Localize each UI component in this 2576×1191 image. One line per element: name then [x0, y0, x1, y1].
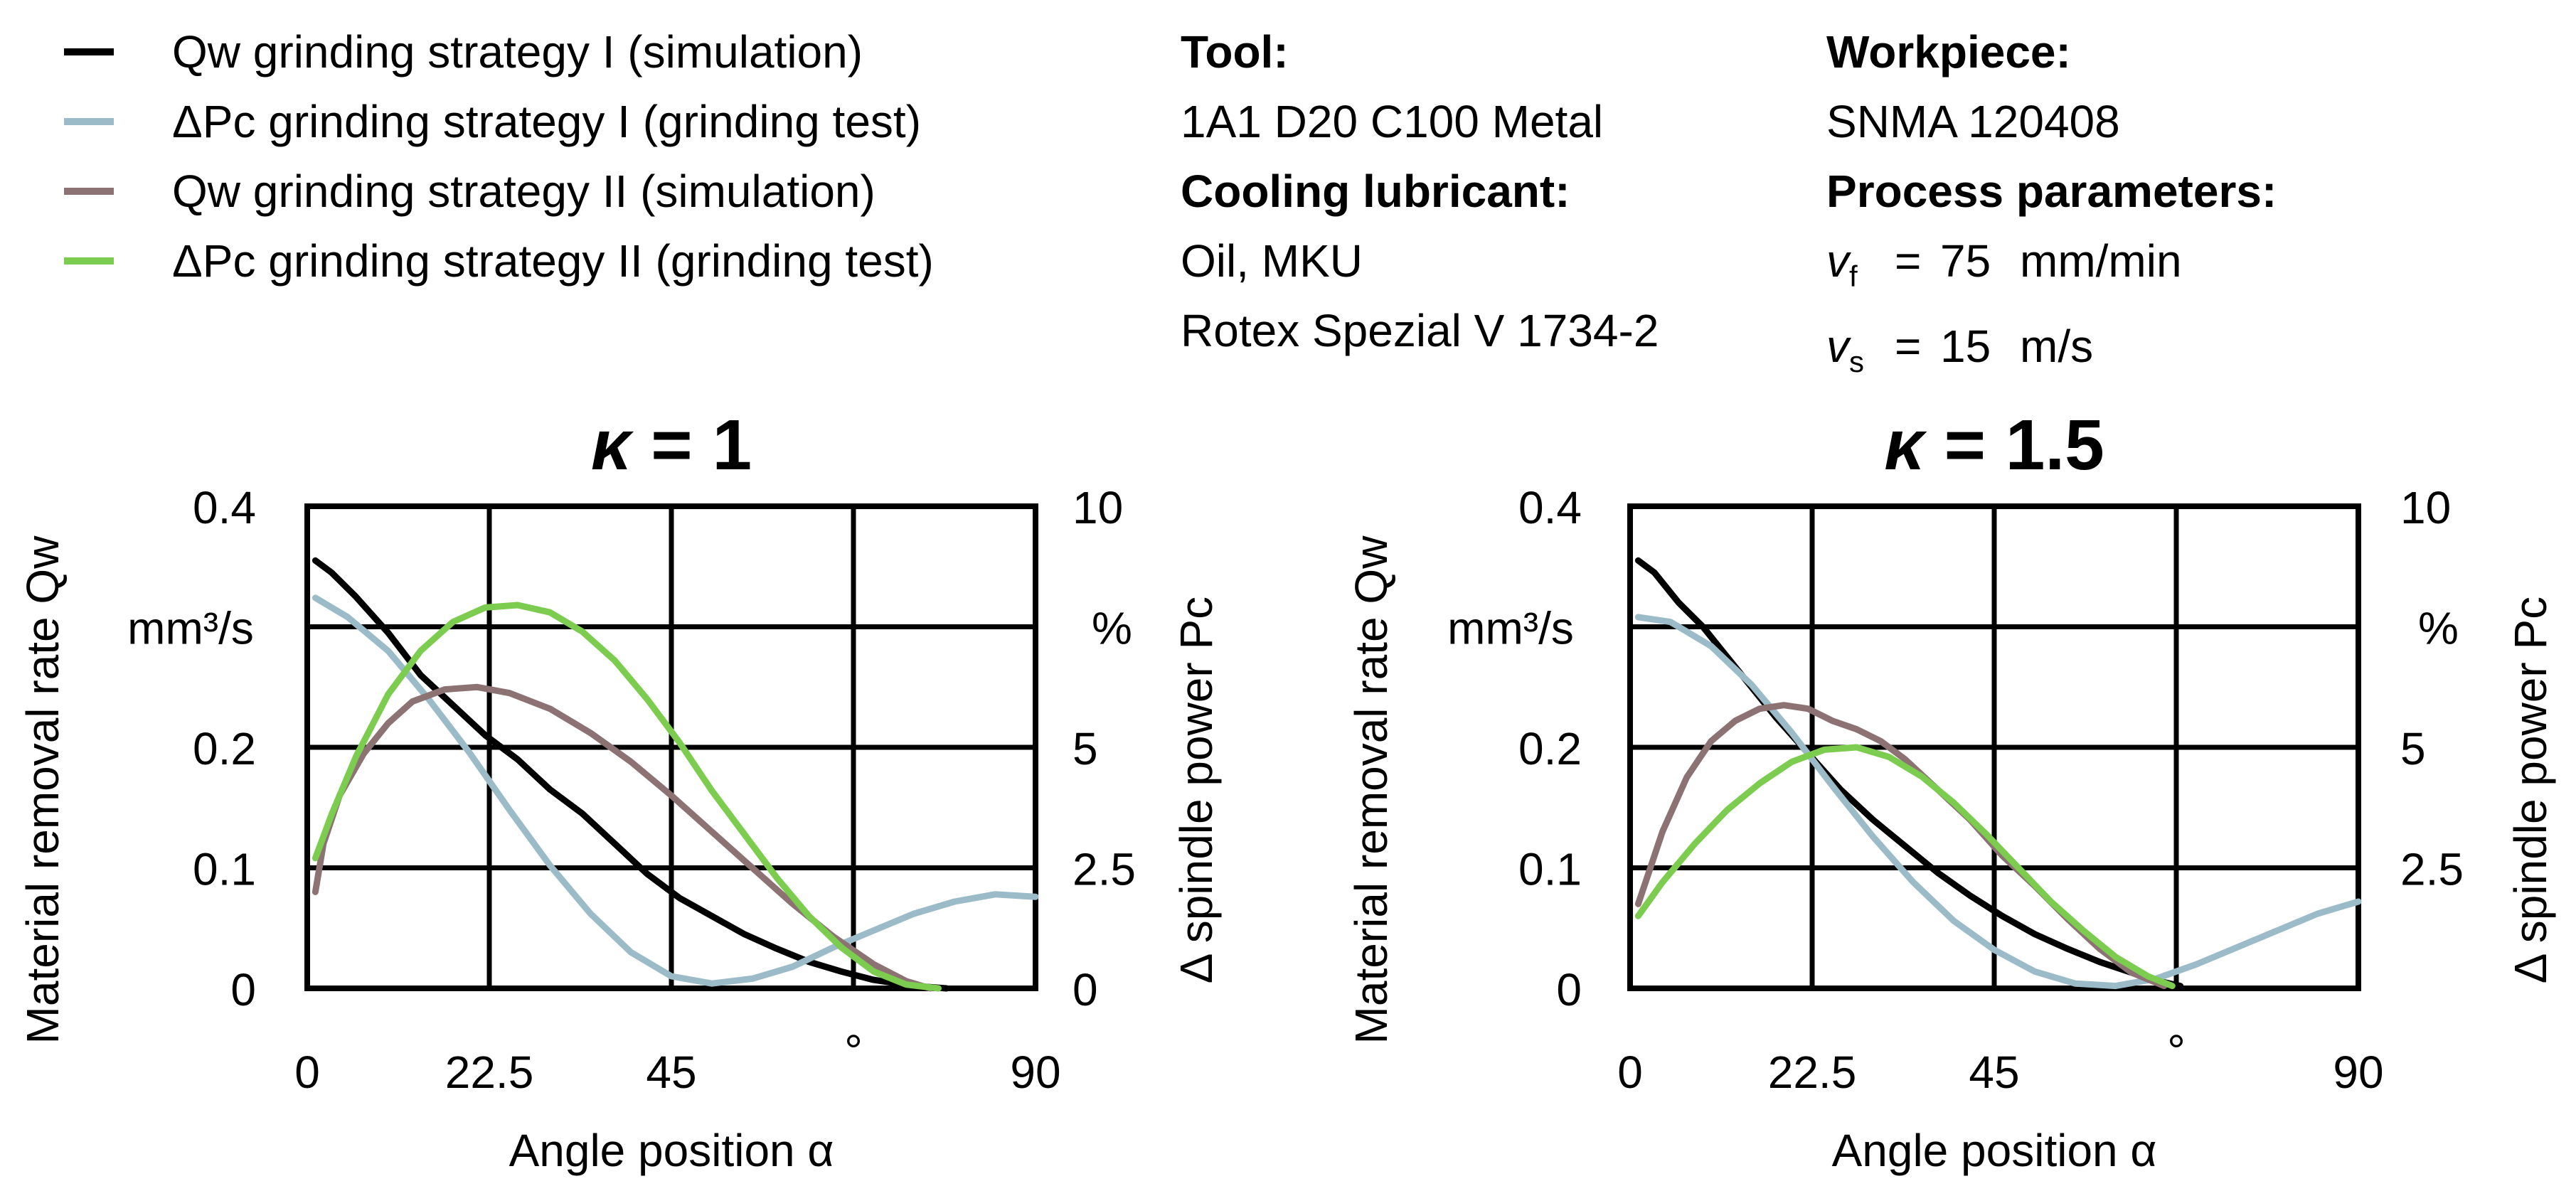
tool-heading: Tool: — [1181, 26, 1289, 78]
y2-axis-label: Δ spindle power Pc — [2505, 597, 2556, 983]
y-tick-label: 0.1 — [193, 844, 256, 895]
y2-unit-label: % — [2418, 603, 2459, 654]
x-tick-label: 90 — [1010, 1047, 1060, 1098]
param-symbol: vf — [1826, 235, 1858, 293]
y2-tick-label: 0 — [1073, 964, 1098, 1015]
legend-swatch — [64, 257, 114, 265]
y-unit-label: mm³/s — [1447, 603, 1574, 654]
series-line-4 — [312, 602, 942, 992]
y2-tick-label: 2.5 — [1073, 844, 1136, 895]
workpiece-heading: Workpiece: — [1826, 26, 2071, 78]
param-unit: mm/min — [2020, 235, 2182, 287]
x-unit-label: ° — [2167, 1025, 2186, 1077]
param-value: 15 — [1940, 320, 1991, 372]
series-line-1 — [1634, 557, 2184, 990]
process-heading: Process parameters: — [1826, 166, 2277, 217]
plot-frame — [304, 503, 1038, 991]
param-unit: m/s — [2020, 320, 2094, 372]
x-tick-label: 45 — [1969, 1047, 2019, 1098]
series-line-1 — [312, 557, 950, 992]
y2-tick-label: 2.5 — [2400, 844, 2464, 895]
x-tick-label: 22.5 — [445, 1047, 534, 1098]
y-axis-label: Material removal rate Qw — [17, 535, 68, 1045]
legend-item: ΔPc grinding strategy II (grinding test) — [64, 226, 934, 296]
param-feed-rate: vf = 75 mm/min — [1826, 226, 2277, 311]
workpiece-info: Workpiece: SNMA 120408 Process parameter… — [1826, 17, 2277, 397]
y2-tick-label: 5 — [2400, 723, 2426, 774]
legend-swatch — [64, 188, 114, 195]
y-tick-label: 0.4 — [1518, 482, 1582, 533]
legend-swatch — [64, 48, 114, 55]
y-axis-label: Material removal rate Qw — [1346, 535, 1397, 1045]
y-tick-label: 0.4 — [193, 482, 256, 533]
y2-tick-label: 5 — [1073, 723, 1098, 774]
chart-2: κ = 1.5 0 22.5 45 90 ° 0 0.1 0.2 0.4 mm³/s 2.5 5 10% A… — [1346, 405, 2556, 1176]
param-value: 75 — [1940, 235, 1991, 287]
legend-label: Qw grinding strategy II (simulation) — [172, 166, 875, 217]
y2-unit-label: % — [1092, 603, 1132, 654]
legend-label: ΔPc grinding strategy II (grinding test) — [172, 235, 934, 287]
series-line-2 — [312, 594, 1039, 987]
y-tick-label: 0.2 — [1518, 723, 1582, 774]
chart-title: κ = 1 — [591, 405, 752, 485]
y-tick-label: 0.1 — [1518, 844, 1582, 895]
y2-axis-label: Δ spindle power Pc — [1171, 597, 1222, 983]
x-tick-label: 0 — [1617, 1047, 1643, 1098]
x-unit-label: ° — [844, 1025, 863, 1077]
legend-swatch — [64, 118, 114, 125]
legend: Qw grinding strategy I (simulation) ΔPc … — [64, 17, 934, 296]
tool-info: Tool: 1A1 D20 C100 Metal Cooling lubrica… — [1181, 17, 1659, 365]
legend-label: Qw grinding strategy I (simulation) — [172, 26, 863, 78]
y-tick-label: 0.2 — [193, 723, 256, 774]
legend-label: ΔPc grinding strategy I (grinding test) — [172, 96, 921, 147]
workpiece-value: SNMA 120408 — [1826, 96, 2120, 147]
x-tick-label: 22.5 — [1768, 1047, 1857, 1098]
tool-value: 1A1 D20 C100 Metal — [1181, 96, 1604, 147]
y-tick-label: 0 — [1556, 964, 1582, 1015]
param-cutting-speed: vs = 15 m/s — [1826, 311, 2277, 397]
cooling-line-2: Rotex Spezial V 1734-2 — [1181, 305, 1659, 356]
series-line-4 — [1634, 744, 2176, 990]
param-equals: = — [1895, 320, 1922, 372]
x-tick-label: 0 — [294, 1047, 320, 1098]
x-axis-label: Angle position α — [509, 1125, 834, 1176]
legend-item: Qw grinding strategy I (simulation) — [64, 17, 934, 87]
y2-tick-label: 10 — [1073, 482, 1123, 533]
legend-item: Qw grinding strategy II (simulation) — [64, 156, 934, 226]
x-tick-label: 90 — [2333, 1047, 2383, 1098]
x-tick-label: 45 — [646, 1047, 696, 1098]
chart-title: κ = 1.5 — [1884, 405, 2104, 485]
cooling-line-1: Oil, MKU — [1181, 235, 1363, 287]
plot-frame — [1627, 503, 2361, 991]
param-equals: = — [1895, 235, 1922, 287]
chart-1: κ = 1 0 22.5 45 90 ° 0 0.1 0.2 0.4 mm³/s 0 2.5 5 10% An… — [17, 405, 1222, 1176]
series-line-2 — [1634, 614, 2362, 990]
y-tick-label: 0 — [230, 964, 256, 1015]
x-axis-label: Angle position α — [1832, 1125, 2157, 1176]
y-unit-label: mm³/s — [127, 603, 254, 654]
param-symbol: vs — [1826, 320, 1864, 378]
legend-item: ΔPc grinding strategy I (grinding test) — [64, 87, 934, 156]
cooling-heading: Cooling lubricant: — [1181, 166, 1570, 217]
y2-tick-label: 10 — [2400, 482, 2451, 533]
